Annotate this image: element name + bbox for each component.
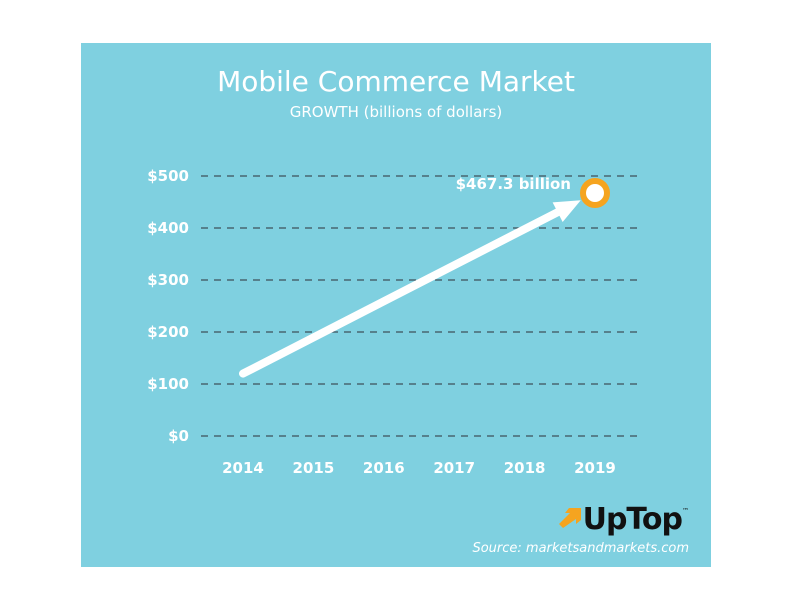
y-tick-label: $200 [147, 323, 189, 341]
y-tick-label: $500 [147, 167, 189, 185]
gridlines [201, 175, 641, 437]
x-tick-label: 2015 [293, 459, 335, 477]
y-tick-label: $0 [168, 427, 189, 445]
x-tick-label: 2017 [433, 459, 475, 477]
chart-title: Mobile Commerce Market [217, 65, 575, 98]
logo-text: UpTop [582, 501, 683, 537]
trademark-mark: ™ [682, 507, 689, 515]
arrow-up-right-icon [558, 508, 581, 528]
x-tick-label: 2014 [222, 459, 264, 477]
y-axis-ticks: $0 $100 $200 $300 $400 $500 [147, 167, 189, 445]
growth-arrow-line [239, 207, 564, 378]
x-tick-label: 2018 [504, 459, 546, 477]
y-tick-label: $100 [147, 375, 189, 393]
y-tick-label: $300 [147, 271, 189, 289]
source-note: Source: marketsandmarkets.com [472, 541, 689, 556]
uptop-logo: UpTop ™ [558, 501, 689, 537]
growth-arrow-head [552, 200, 581, 222]
data-label-2019: $467.3 billion [456, 175, 571, 193]
chart-panel: Mobile Commerce Market GROWTH (billions … [81, 43, 711, 567]
x-axis-ticks: 2014 2015 2016 2017 2018 2019 [222, 459, 616, 477]
chart-subtitle: GROWTH (billions of dollars) [289, 103, 503, 121]
series-growth: $467.3 billion [239, 175, 610, 378]
chart-plot: $0$100$200$300$400$500 2014 2015 2016 2017 2… [147, 167, 641, 477]
data-point-2019 [580, 178, 610, 209]
y-tick-label: $400 [147, 219, 189, 237]
x-tick-label: 2016 [363, 459, 405, 477]
x-tick-label: 2019 [574, 459, 616, 477]
